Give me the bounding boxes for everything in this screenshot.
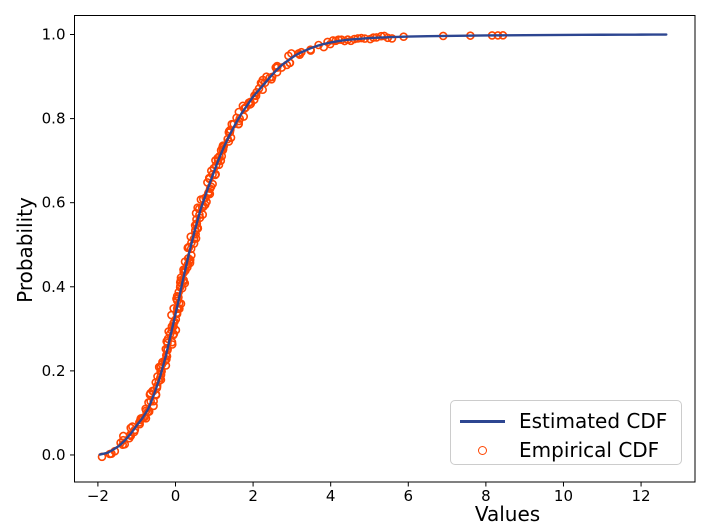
x-tick-label: 10 [554, 487, 573, 505]
plot-spines [74, 15, 696, 483]
y-tick-label: 0.6 [42, 194, 66, 212]
legend-item-empirical-cdf: Empirical CDF [451, 435, 681, 465]
legend-label-estimated-cdf: Estimated CDF [519, 409, 668, 433]
empirical-cdf-marker [387, 34, 397, 43]
x-tick-label: 0 [171, 487, 181, 505]
x-tick-label: 4 [326, 487, 336, 505]
y-tick-label: 0.0 [42, 446, 66, 464]
empirical-cdf-markers [97, 31, 508, 462]
estimated-cdf-path [98, 33, 668, 456]
legend-item-estimated-cdf: Estimated CDF [451, 406, 681, 436]
y-tick-label: 1.0 [42, 26, 66, 44]
legend-swatch-zone [451, 445, 513, 455]
x-tick-label: 2 [248, 487, 258, 505]
estimated-cdf-line [98, 33, 668, 456]
x-tick-label: 6 [404, 487, 414, 505]
legend: Estimated CDF Empirical CDF [450, 400, 682, 465]
legend-label-empirical-cdf: Empirical CDF [519, 438, 660, 462]
y-tick-label: 0.2 [42, 362, 66, 380]
x-tick-label: −2 [87, 487, 109, 505]
legend-circle-marker-icon [477, 445, 487, 455]
empirical-cdf-marker [265, 73, 275, 82]
y-axis-label: Probability [13, 197, 37, 303]
x-axis-label: Values [474, 502, 541, 526]
y-tick-label: 0.4 [42, 278, 66, 296]
legend-line-swatch-icon [459, 419, 505, 423]
x-tick-label: 12 [632, 487, 651, 505]
x-tick-label: 8 [481, 487, 491, 505]
empirical-cdf-marker [250, 91, 259, 100]
y-tick-label: 0.8 [42, 110, 66, 128]
legend-swatch-zone [451, 419, 513, 423]
empirical-cdf-marker [297, 47, 306, 57]
axes: −2 0 2 4 6 8 10 12 0.0 0.2 0.4 0.6 0.8 1.0 [42, 15, 696, 505]
